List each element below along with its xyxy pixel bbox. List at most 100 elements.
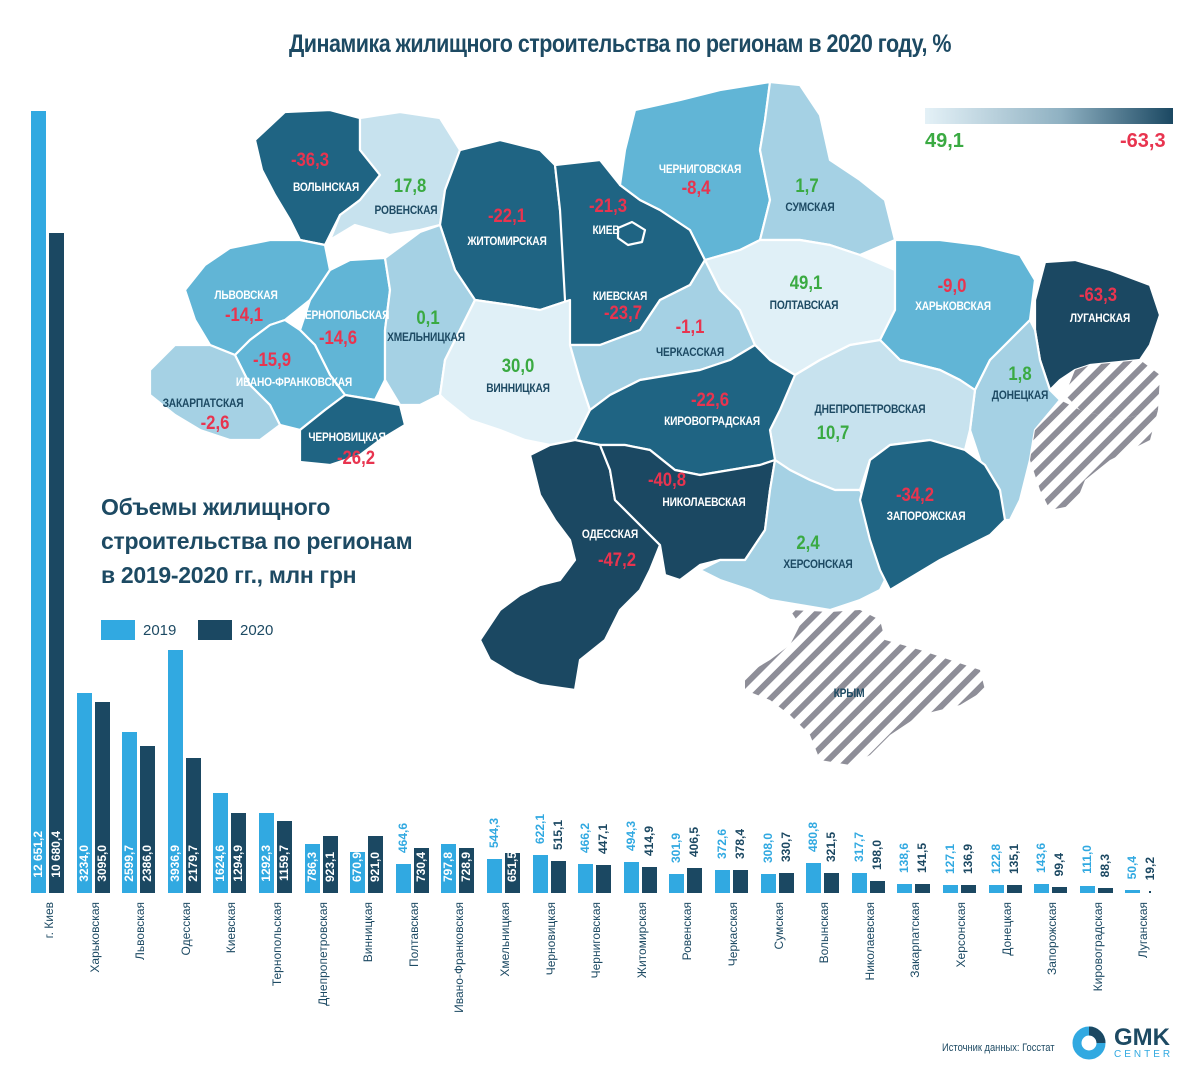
bar-value-label: 544,3 — [487, 818, 501, 849]
bar-value-label: 19,2 — [1143, 857, 1158, 881]
bar-value-label: 494,3 — [623, 821, 638, 852]
bar-value-label: 136,9 — [961, 843, 975, 874]
bar-value-label: 3936,9 — [167, 845, 182, 882]
region-zaporizka — [858, 438, 1007, 592]
bar-value-label: 127,1 — [943, 844, 957, 875]
category-label: Черкасская — [726, 902, 740, 967]
bar-2019 — [395, 864, 411, 893]
bar-2019 — [988, 885, 1004, 893]
region-label-poltavska-name: Полтавская — [769, 298, 839, 312]
bar-2019 — [851, 873, 867, 893]
region-label-zaporizka-name: Запорожская — [886, 509, 966, 523]
region-label-khersonska-value: 2,4 — [796, 533, 820, 554]
bar-2019 — [715, 869, 730, 893]
bar-value-label: 923,1 — [322, 852, 337, 883]
bar-value-label: 797,8 — [441, 852, 456, 883]
region-label-odeska-name: Одесская — [581, 527, 639, 541]
bar-value-label: 50,4 — [1125, 855, 1140, 880]
region-label-sumska-name: Сумская — [785, 200, 835, 214]
gmk-center-logo: GMK CENTER — [1072, 1026, 1173, 1060]
bar-2019 — [167, 649, 183, 893]
bar-2020 — [94, 701, 110, 893]
bar-2020 — [322, 835, 338, 893]
bar-value-label: 2386,0 — [140, 845, 155, 882]
color-scale-bar — [925, 108, 1173, 124]
bar-value-label: 141,5 — [915, 843, 930, 874]
category-label: г. Киев — [42, 902, 56, 939]
bar-2020 — [778, 872, 794, 893]
region-krym — [745, 610, 985, 765]
bar-2020 — [459, 847, 475, 893]
category-label: Житомирская — [634, 902, 649, 979]
category-label: Полтавская — [406, 902, 421, 967]
region-label-cherkaska-name: Черкасская — [655, 345, 725, 359]
region-label-khmelnytska-name: Хмельницкая — [387, 330, 465, 344]
bar-2019 — [1034, 884, 1050, 893]
region-label-volynska-name: Волынская — [292, 180, 360, 194]
bar-2019 — [669, 874, 685, 893]
category-label: Николаевская — [862, 902, 877, 981]
bar-value-label: 1294,9 — [231, 845, 246, 882]
region-label-chernihivska-name: Черниговская — [658, 162, 742, 176]
bar-2020 — [413, 847, 429, 893]
bar-2020 — [140, 745, 156, 893]
bar-value-label: 1292,3 — [259, 845, 273, 882]
region-label-kyiv-city-name: Киев — [592, 223, 620, 237]
bar-2020 — [550, 861, 566, 893]
region-label-krym-name: Крым — [833, 686, 865, 700]
region-label-odeska-value: -47,2 — [597, 550, 637, 571]
bar-value-label: 670,9 — [350, 852, 365, 883]
region-label-ternopilska-value: -14,6 — [318, 328, 358, 349]
bar-2019 — [259, 813, 274, 893]
bar-2019 — [122, 732, 138, 893]
bar-value-label: 138,6 — [897, 843, 912, 874]
color-scale-min-label: 49,1 — [925, 130, 964, 152]
bar-2020 — [505, 852, 520, 893]
bar-value-label: 786,3 — [304, 852, 319, 883]
category-label: Сумская — [771, 902, 786, 950]
bar-2019 — [943, 885, 958, 893]
bar-value-label: 1159,7 — [277, 845, 291, 882]
region-zakarpatska — [148, 343, 282, 442]
region-donetsk-occupied — [1030, 400, 1158, 510]
bar-2019 — [623, 862, 639, 893]
bar-value-label: 122,8 — [988, 844, 1003, 875]
region-luhansk-occupied — [1065, 360, 1160, 420]
region-label-dnipropetrovska-name: Днепропетровская — [814, 402, 926, 416]
bar-value-label: 515,1 — [550, 820, 565, 851]
category-label: Харьковская — [87, 902, 102, 973]
category-label: Ивано-Франковская — [452, 902, 467, 1013]
bar-value-label: 330,7 — [778, 831, 793, 862]
region-label-mykolaivska-value: -40,8 — [647, 470, 687, 491]
bar-2020 — [49, 232, 64, 893]
region-label-chernivetska-value: -26,2 — [336, 448, 376, 469]
category-label: Херсонская — [954, 902, 968, 968]
source-note: Источник данных: Госстат — [942, 1042, 1055, 1054]
region-label-sumska-value: 1,7 — [795, 176, 819, 197]
region-label-volynska-value: -36,3 — [290, 150, 330, 171]
bar-value-label: 317,7 — [851, 832, 866, 863]
bar-2019 — [487, 859, 502, 893]
bar-2019 — [897, 884, 913, 893]
region-label-lvivska-value: -14,1 — [224, 305, 264, 326]
bar-value-label: 651,5 — [505, 852, 519, 883]
category-label: Черниговская — [589, 902, 604, 979]
region-label-luhanska-name: Луганская — [1069, 311, 1131, 325]
region-label-zakarpatska-name: Закарпатская — [162, 396, 244, 410]
bar-value-label: 308,0 — [760, 832, 775, 863]
region-label-luhanska-value: -63,3 — [1078, 285, 1118, 306]
bar-2020 — [869, 880, 885, 893]
region-sumska — [758, 80, 897, 257]
region-label-rovenska-name: Ровенская — [374, 203, 438, 217]
bar-value-label: 378,4 — [733, 828, 747, 859]
category-label: Одесская — [178, 902, 193, 956]
bar-2020 — [687, 867, 703, 893]
region-khersonska — [698, 458, 892, 612]
bar-2020 — [1052, 886, 1068, 893]
bar-2020 — [915, 884, 931, 893]
region-label-lvivska-name: Львовская — [214, 288, 278, 302]
category-label: Кировоградская — [1090, 902, 1105, 992]
category-label: Хмельницкая — [498, 902, 512, 977]
bar-2019 — [441, 843, 457, 893]
region-label-ivano-frankivska-name: Ивано-Франковская — [235, 375, 353, 389]
